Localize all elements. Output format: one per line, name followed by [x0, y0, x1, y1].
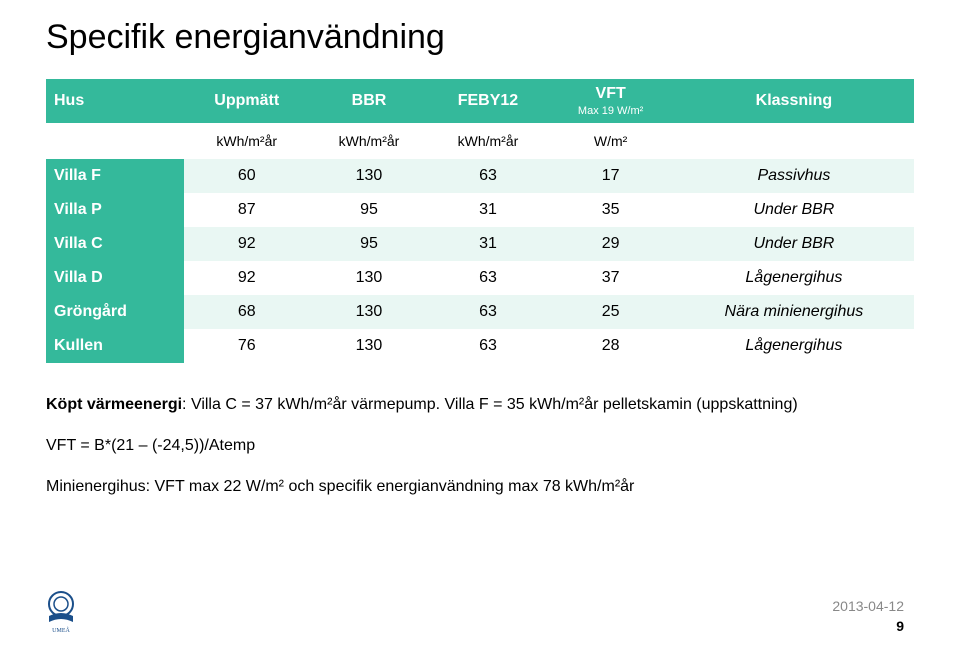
page-title: Specifik energianvändning	[46, 18, 914, 57]
row-uppmatt: 92	[184, 261, 310, 295]
table-row: Villa C92953129Under BBR	[46, 227, 914, 261]
unit-row: kWh/m²år kWh/m²år kWh/m²år W/m²	[46, 123, 914, 159]
row-name: Villa F	[46, 159, 184, 193]
row-uppmatt: 68	[184, 295, 310, 329]
row-vft: 25	[547, 295, 673, 329]
row-bbr: 130	[309, 159, 428, 193]
row-bbr: 130	[309, 261, 428, 295]
table-row: Kullen761306328Lågenergihus	[46, 329, 914, 363]
col-uppmatt: Uppmätt	[184, 79, 310, 123]
table-row: Villa F601306317Passivhus	[46, 159, 914, 193]
row-vft: 17	[547, 159, 673, 193]
page-number: 9	[896, 618, 904, 634]
row-name: Kullen	[46, 329, 184, 363]
note-line-1: Köpt värmeenergi: Villa C = 37 kWh/m²år …	[46, 391, 914, 420]
row-bbr: 130	[309, 329, 428, 363]
col-vft: VFT Max 19 W/m²	[547, 79, 673, 123]
row-name: Gröngård	[46, 295, 184, 329]
slide: Specifik energianvändning Hus Uppmätt BB…	[0, 0, 960, 648]
row-klass: Passivhus	[674, 159, 914, 193]
col-feby12: FEBY12	[428, 79, 547, 123]
row-feby12: 63	[428, 159, 547, 193]
row-uppmatt: 87	[184, 193, 310, 227]
note-line-3: Minienergihus: VFT max 22 W/m² och speci…	[46, 473, 914, 502]
row-klass: Lågenergihus	[674, 329, 914, 363]
energy-table: Hus Uppmätt BBR FEBY12 VFT Max 19 W/m² K…	[46, 79, 914, 363]
row-bbr: 95	[309, 193, 428, 227]
row-uppmatt: 92	[184, 227, 310, 261]
table-body: kWh/m²år kWh/m²år kWh/m²år W/m² Villa F6…	[46, 123, 914, 363]
table-row: Villa D921306337Lågenergihus	[46, 261, 914, 295]
row-uppmatt: 76	[184, 329, 310, 363]
row-klass: Under BBR	[674, 227, 914, 261]
col-klassning: Klassning	[674, 79, 914, 123]
row-bbr: 95	[309, 227, 428, 261]
row-klass: Under BBR	[674, 193, 914, 227]
row-klass: Nära minienergihus	[674, 295, 914, 329]
notes: Köpt värmeenergi: Villa C = 37 kWh/m²år …	[46, 391, 914, 501]
table-row: Gröngård681306325Nära minienergihus	[46, 295, 914, 329]
row-uppmatt: 60	[184, 159, 310, 193]
row-vft: 28	[547, 329, 673, 363]
row-bbr: 130	[309, 295, 428, 329]
row-feby12: 31	[428, 193, 547, 227]
row-name: Villa D	[46, 261, 184, 295]
row-vft: 37	[547, 261, 673, 295]
row-vft: 29	[547, 227, 673, 261]
footer-date: 2013-04-12	[832, 598, 904, 614]
table-row: Villa P87953135Under BBR	[46, 193, 914, 227]
col-bbr: BBR	[309, 79, 428, 123]
footer: UMEÅ 2013-04-12 9	[0, 586, 960, 634]
row-feby12: 63	[428, 329, 547, 363]
university-crest-icon: UMEÅ	[38, 588, 84, 634]
row-name: Villa C	[46, 227, 184, 261]
row-vft: 35	[547, 193, 673, 227]
svg-text:UMEÅ: UMEÅ	[52, 626, 70, 634]
note-line-2: VFT = B*(21 – (-24,5))/Atemp	[46, 432, 914, 461]
row-feby12: 31	[428, 227, 547, 261]
row-feby12: 63	[428, 261, 547, 295]
row-feby12: 63	[428, 295, 547, 329]
table-header-row: Hus Uppmätt BBR FEBY12 VFT Max 19 W/m² K…	[46, 79, 914, 123]
row-name: Villa P	[46, 193, 184, 227]
col-hus: Hus	[46, 79, 184, 123]
row-klass: Lågenergihus	[674, 261, 914, 295]
